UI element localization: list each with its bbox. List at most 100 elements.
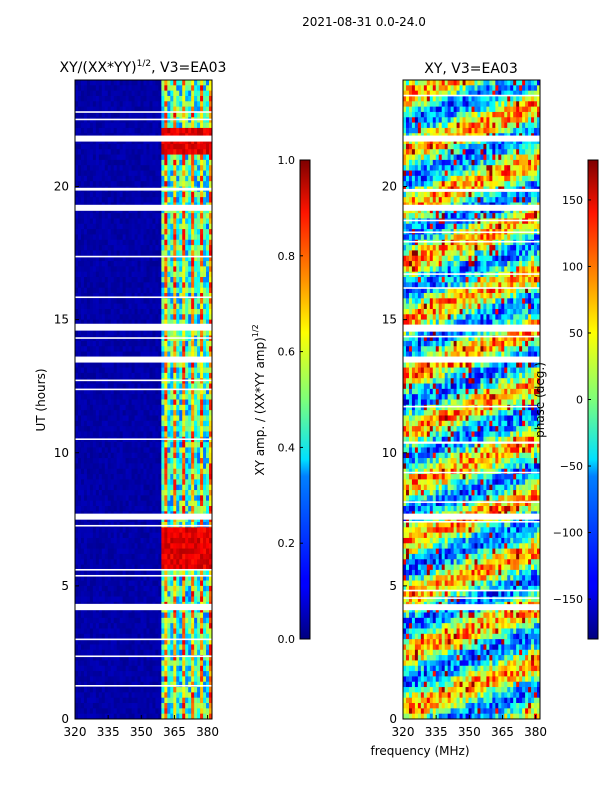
panel1-cell	[143, 234, 147, 241]
panel1-cell	[209, 351, 212, 358]
panel1-cell	[77, 127, 82, 134]
panel1-cell	[122, 612, 126, 619]
panel1-cell	[155, 644, 159, 651]
panel1-cell	[203, 420, 207, 427]
panel1-cell	[146, 308, 150, 315]
panel1-cell	[197, 111, 201, 118]
panel1-cell	[110, 559, 115, 565]
panel1-cell	[92, 191, 97, 198]
panel1-cell	[75, 410, 79, 416]
panel1-cell	[89, 388, 94, 395]
panel1-cell	[158, 218, 162, 225]
panel1-cell	[92, 271, 97, 278]
panel1-cell	[200, 410, 204, 416]
panel1-cell	[83, 170, 88, 177]
panel1-cell	[125, 415, 129, 422]
panel1-cell	[167, 537, 171, 544]
panel1-cell	[116, 282, 120, 288]
panel1-cell	[206, 388, 210, 395]
panel1-cell	[203, 452, 207, 459]
panel1-cell	[185, 521, 189, 528]
panel1-cell	[92, 596, 97, 603]
panel1-cell	[89, 282, 94, 288]
panel1-cell	[101, 633, 106, 640]
panel1-cell	[197, 617, 201, 624]
panel1-cell	[143, 633, 147, 640]
panel1-cell	[77, 229, 82, 235]
panel1-cell	[116, 580, 120, 587]
panel1-cell	[110, 628, 115, 635]
panel1-cell	[176, 362, 180, 368]
panel1-cell	[86, 362, 91, 368]
panel1-cell	[179, 319, 183, 326]
panel1-cell	[179, 490, 183, 496]
panel1-cell	[110, 394, 115, 400]
panel1-cell	[89, 245, 94, 251]
panel1-cell	[200, 591, 204, 597]
panel1-cell	[92, 617, 97, 624]
panel1-cell	[197, 245, 201, 251]
panel1-cell	[128, 197, 132, 203]
panel1-cell	[125, 261, 129, 267]
panel1-cell	[188, 367, 192, 374]
panel1-cell	[194, 271, 198, 278]
panel1-cell	[95, 319, 100, 326]
panel1-cell	[188, 250, 192, 257]
panel1-cell	[140, 159, 144, 166]
panel1-cell	[182, 239, 186, 246]
panel1-cell	[125, 532, 129, 539]
panel1-cell	[176, 383, 180, 390]
panel1-cell	[80, 197, 85, 203]
panel1-cell	[137, 197, 141, 203]
panel1-cell	[185, 170, 189, 177]
panel1-cell	[75, 404, 79, 411]
panel1-cell	[75, 575, 79, 581]
panel1-cell	[134, 612, 138, 619]
panel1-cell	[188, 639, 192, 645]
panel1-cell	[164, 559, 168, 565]
panel1-cell	[146, 564, 150, 571]
panel1-cell	[176, 474, 180, 480]
panel1-cell	[89, 330, 94, 336]
panel1-cell	[107, 399, 112, 406]
panel1-cell	[75, 479, 79, 486]
panel1-cell	[167, 340, 171, 347]
panel1-cell	[200, 383, 204, 390]
panel1-cell	[89, 394, 94, 400]
panel1-cell	[101, 452, 106, 459]
panel1-cell	[89, 239, 94, 246]
panel1-cell	[170, 490, 174, 496]
panel1-cell	[110, 213, 115, 219]
panel1-cell	[176, 239, 180, 246]
panel1-cell	[188, 468, 192, 475]
panel1-cell	[75, 277, 79, 283]
panel1-cell	[95, 127, 100, 134]
panel1-cell	[89, 569, 94, 576]
panel1-cell	[98, 250, 103, 257]
panel1-cell	[146, 95, 150, 102]
panel1-cell	[80, 351, 85, 358]
panel1-cell	[206, 644, 210, 651]
panel1-cell	[80, 426, 85, 432]
panel1-cell	[80, 330, 85, 336]
panel1-cell	[164, 399, 168, 406]
panel1-cell	[122, 149, 126, 155]
panel1-cell	[176, 527, 180, 533]
panel1-cell	[119, 564, 123, 571]
panel1-cell	[113, 580, 117, 587]
panel1-cell	[173, 569, 177, 576]
panel1-cell	[143, 442, 147, 448]
panel1-cell	[95, 591, 100, 597]
panel1-cell	[146, 223, 150, 230]
panel1-cell	[161, 159, 165, 166]
panel1-cell	[194, 580, 198, 587]
panel1-cell	[113, 213, 117, 219]
panel1-cell	[191, 388, 195, 395]
panel1-cell	[131, 463, 135, 470]
panel1-cell	[131, 95, 135, 102]
panel1-cell	[191, 218, 195, 225]
panel1-cell	[155, 591, 159, 597]
panel1-cell	[137, 261, 141, 267]
panel1-cell	[137, 559, 141, 565]
